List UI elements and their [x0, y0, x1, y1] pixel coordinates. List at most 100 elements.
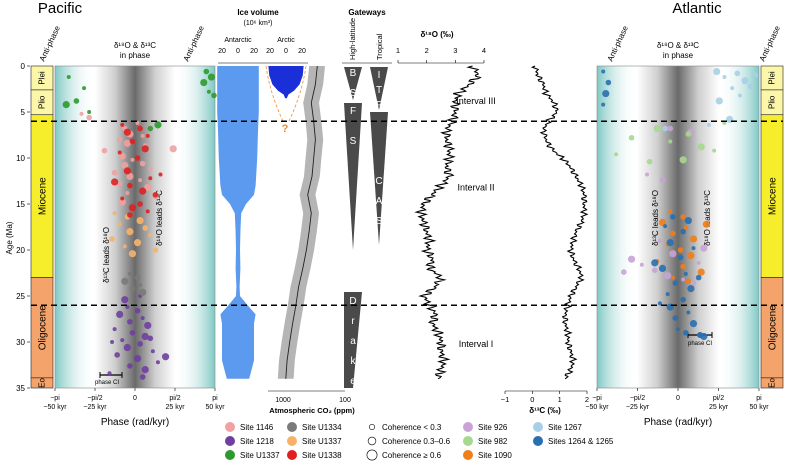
pacific-point-5-9 [148, 176, 153, 181]
legend-label-5: Site U1338 [302, 451, 342, 460]
co2-curve [285, 65, 318, 379]
d13c-curve [530, 65, 589, 380]
pacific-point-4-10 [152, 247, 159, 253]
atlantic-phase-ci: phase CI [687, 332, 713, 347]
legend-label-13: Sites 1264 & 1265 [548, 437, 614, 446]
atlantic-point-2-8 [687, 251, 695, 260]
atlantic-phase-tick-kyr-0: −50 kyr [585, 404, 609, 411]
antarctic-ice-profile [217, 66, 259, 379]
pacific-point-1-9 [120, 338, 125, 343]
pacific-point-5-4 [129, 138, 136, 145]
atlantic-point-4-4 [670, 214, 676, 220]
d18o-tick-label-3: 4 [482, 46, 486, 55]
pacific-point-1-8 [141, 332, 149, 341]
atlantic-point-2-14 [702, 220, 710, 228]
atlantic-point-4-26 [651, 259, 659, 267]
legend-swatch-9 [463, 422, 473, 432]
atlantic-point-0-3 [639, 262, 644, 267]
pacific-point-5-3 [145, 133, 150, 138]
pacific-point-2-3 [82, 86, 87, 91]
pacific-point-5-7 [134, 155, 141, 161]
pacific-point-3-1 [134, 274, 141, 281]
pacific-point-4-11 [128, 250, 137, 258]
pacific-point-3-4 [129, 285, 136, 292]
age-tick-label-7: 35 [16, 384, 25, 393]
pacific-point-1-14 [133, 354, 142, 363]
pacific-point-5-16 [152, 192, 159, 198]
title-atlantic: Atlantic [672, 0, 722, 17]
atlantic-c13-leads-label: δ¹³C leads δ¹⁸O [651, 190, 660, 246]
pacific-point-0-13 [111, 169, 118, 176]
pacific-point-0-21 [79, 111, 84, 116]
atlantic-inphase-line1: δ¹⁸O & δ¹³C [657, 41, 699, 50]
atlantic-phase-tick-kyr-1: −25 kyr [626, 404, 650, 411]
atlantic-epoch-label-4: Eo [768, 378, 777, 388]
pacific-point-2-10 [147, 125, 154, 132]
d13c-ticks: −1 0 1 2 [501, 390, 589, 404]
interval-labels: Interval III Interval II Interval I [456, 96, 496, 349]
legend: Site 1146 Site 1218 Site U1337 Site U1334 Si… [225, 422, 614, 461]
pacific-antiphase-right: Anti-phase [182, 24, 207, 63]
atlantic-point-1-7 [646, 158, 653, 165]
atlantic-point-4-21 [676, 327, 680, 332]
pacific-point-0-22 [86, 114, 92, 121]
co2-tick-100: 100 [339, 397, 351, 404]
pacific-point-5-8 [123, 167, 131, 175]
pacific-point-2-1 [73, 98, 80, 104]
pacific-point-0-15 [138, 178, 143, 183]
gateway-letter-4-0: D [349, 296, 356, 307]
pacific-point-0-17 [144, 183, 152, 192]
interval-boundaries [31, 120, 783, 306]
pacific-point-5-13 [137, 201, 143, 207]
arctic-uncertainty-outline [265, 65, 307, 122]
pacific-point-1-0 [125, 305, 130, 310]
d18o-curve [414, 65, 482, 380]
pacific-point-3-2 [121, 277, 129, 285]
co2-tick-1000: 1000 [275, 397, 291, 404]
atlantic-point-1-8 [679, 156, 687, 164]
atlantic-point-0-4 [651, 267, 658, 274]
pacific-point-2-0 [66, 75, 71, 80]
gateway-fram-strait [344, 103, 362, 250]
pacific-point-5-10 [127, 182, 133, 189]
legend-swatch-1 [225, 436, 235, 446]
atlantic-epoch-label-2: Miocene [767, 177, 778, 215]
atlantic-point-1-3 [668, 139, 673, 144]
pacific-point-0-14 [126, 172, 134, 180]
title-pacific: Pacific [38, 0, 83, 17]
atlantic-point-0-13 [667, 125, 674, 132]
pacific-point-5-14 [128, 204, 137, 212]
pacific-point-0-11 [121, 161, 129, 169]
pacific-point-0-23 [169, 145, 177, 153]
pacific-phase-tick-label-3: pi/2 [169, 395, 180, 402]
atlantic-point-2-4 [670, 230, 676, 237]
atlantic-point-4-18 [686, 310, 691, 315]
phase-axis-label-pacific: Phase (rad/kyr) [101, 417, 169, 428]
gateway-letter-4-2: a [350, 336, 356, 347]
atlantic-antiphase-right: Anti-phase [758, 24, 783, 63]
legend-swatch-12 [533, 422, 543, 432]
d18o-tick-label-2: 3 [453, 46, 457, 55]
ice-volume-units: (10⁶ km³) [244, 20, 273, 27]
pacific-point-0-5 [123, 139, 131, 147]
atlantic-point-4-12 [683, 271, 688, 276]
phase-axis-label-atlantic: Phase (rad/kyr) [644, 417, 712, 428]
d18o-axis-label: δ¹⁸O (‰) [420, 30, 453, 39]
pacific-point-4-4 [142, 225, 148, 231]
pacific-phase-tick-kyr-1: −25 kyr [83, 404, 107, 411]
pacific-point-2-11 [154, 121, 162, 129]
pacific-point-1-3 [140, 316, 145, 321]
gateway-letter-2-1: T [376, 85, 382, 96]
atlantic-point-4-23 [700, 332, 708, 341]
pacific-point-2-5 [207, 73, 216, 81]
pacific-point-4-2 [136, 216, 144, 225]
gateway-drake-passage [344, 292, 362, 388]
atlantic-point-4-9 [691, 246, 696, 251]
pacific-point-3-0 [127, 271, 132, 276]
atlantic-point-4-10 [677, 254, 684, 261]
atlantic-phase-tick-label-4: pi [756, 395, 762, 402]
arctic-tick-0: 20 [266, 48, 274, 55]
atlantic-point-1-2 [653, 124, 661, 133]
atlantic-point-2-3 [683, 225, 688, 230]
pacific-point-5-17 [111, 178, 119, 186]
